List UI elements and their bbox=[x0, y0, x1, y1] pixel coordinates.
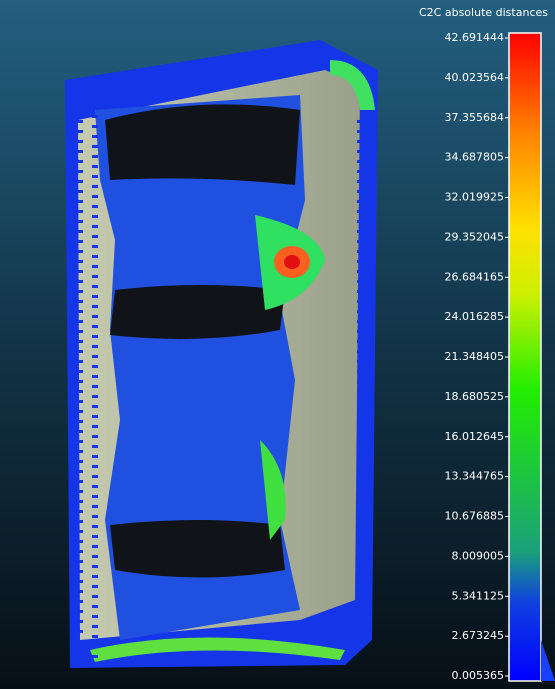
scale-tick-label: 13.344765 bbox=[445, 470, 505, 483]
scale-tick-label: 32.019925 bbox=[445, 191, 505, 204]
scale-tick-label: 24.016285 bbox=[445, 310, 505, 323]
scale-tick-label: 29.352045 bbox=[445, 230, 505, 243]
scale-tick-label: 42.691444 bbox=[445, 31, 505, 44]
scale-tick-label: 37.355684 bbox=[445, 111, 505, 124]
scale-tick-label: 26.684165 bbox=[445, 270, 505, 283]
scale-tick-label: 8.009005 bbox=[452, 549, 505, 562]
scale-tick-label: 2.673245 bbox=[452, 629, 505, 642]
scale-tick-label: 34.687805 bbox=[445, 151, 505, 164]
color-scale-bar bbox=[509, 33, 541, 681]
scale-tick-label: 0.005365 bbox=[452, 669, 505, 682]
scale-tick-label: 18.680525 bbox=[445, 390, 505, 403]
scale-tick-label: 5.341125 bbox=[452, 589, 505, 602]
scale-tick-label: 10.676885 bbox=[445, 510, 505, 523]
scale-tick-label: 16.012645 bbox=[445, 430, 505, 443]
scale-tick-label: 21.348405 bbox=[445, 350, 505, 363]
scale-title: C2C absolute distances bbox=[419, 6, 548, 19]
scale-tick-label: 40.023564 bbox=[445, 71, 505, 84]
point-cloud bbox=[65, 40, 378, 668]
viewport: C2C absolute distances 42.691444 40.02356… bbox=[0, 0, 555, 689]
